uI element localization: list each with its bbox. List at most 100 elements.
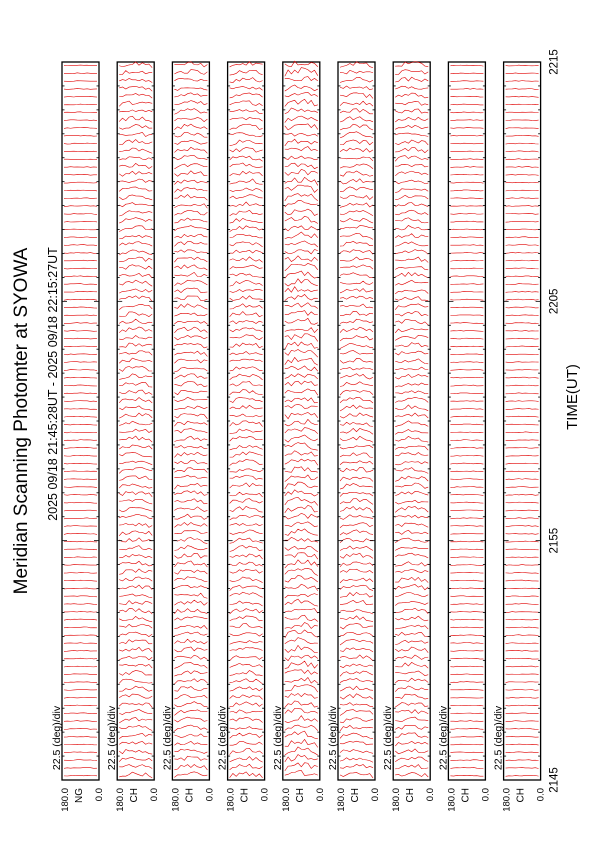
trace-line xyxy=(395,164,428,167)
trace-line xyxy=(64,120,97,121)
trace-line xyxy=(506,534,539,535)
trace-line xyxy=(340,140,373,145)
trace-line xyxy=(506,713,539,714)
trace-line xyxy=(506,471,539,472)
trace-line xyxy=(64,307,97,308)
trace-line xyxy=(285,124,318,130)
trace-line xyxy=(506,440,539,441)
trace-line xyxy=(450,612,483,613)
trace-line xyxy=(395,686,428,692)
trace-line xyxy=(230,523,263,525)
trace-line xyxy=(285,490,318,496)
trace-line xyxy=(506,588,539,589)
trace-line xyxy=(174,625,207,629)
trace-line xyxy=(506,143,539,144)
trace-line xyxy=(230,601,263,606)
trace-line xyxy=(506,96,539,97)
trace-line xyxy=(174,321,207,324)
trace-line xyxy=(174,765,207,770)
trace-line xyxy=(340,539,373,543)
trace-line xyxy=(119,226,152,232)
panel-frame xyxy=(172,62,209,780)
trace-line xyxy=(119,132,152,136)
trace-line xyxy=(340,250,373,255)
trace-line xyxy=(506,728,539,729)
trace-line xyxy=(285,770,318,775)
trace-line xyxy=(119,546,152,550)
trace-line xyxy=(174,702,207,707)
trace-line xyxy=(450,307,483,308)
trace-line xyxy=(450,377,483,378)
trace-line xyxy=(506,151,539,152)
trace-line xyxy=(340,764,373,768)
trace-line xyxy=(340,515,373,520)
trace-line xyxy=(450,604,483,605)
trace-line xyxy=(285,357,318,365)
trace-line xyxy=(340,446,373,449)
trace-line xyxy=(64,588,97,589)
trace-line xyxy=(450,245,483,246)
trace-line xyxy=(395,290,428,294)
trace-line xyxy=(119,280,152,286)
trace-line xyxy=(395,506,428,512)
trace-line xyxy=(340,639,373,645)
trace-line xyxy=(174,188,207,193)
trace-line xyxy=(119,273,152,278)
trace-line xyxy=(64,393,97,394)
trace-line xyxy=(450,635,483,636)
trace-line xyxy=(230,656,263,661)
y-tick-label-top: 180.0 xyxy=(446,788,457,812)
trace-line xyxy=(285,232,318,239)
trace-line xyxy=(395,671,428,676)
trace-line xyxy=(174,436,207,441)
trace-line xyxy=(506,330,539,331)
trace-line xyxy=(450,166,483,167)
trace-line xyxy=(340,530,373,535)
trace-line xyxy=(174,414,207,419)
trace-line xyxy=(64,611,97,612)
trace-line xyxy=(119,148,152,153)
trace-line xyxy=(450,276,483,277)
trace-line xyxy=(506,284,539,285)
trace-line xyxy=(450,65,483,66)
trace-line xyxy=(285,739,318,747)
trace-line xyxy=(285,328,318,333)
trace-line xyxy=(340,422,373,426)
trace-line xyxy=(450,658,483,659)
trace-line xyxy=(119,709,152,714)
trace-line xyxy=(64,596,97,597)
trace-line xyxy=(285,366,318,371)
trace-line xyxy=(340,241,373,246)
trace-line xyxy=(395,109,428,113)
trace-line xyxy=(395,304,428,310)
trace-line xyxy=(450,346,483,347)
trace-line xyxy=(450,541,483,542)
trace-line xyxy=(174,491,207,496)
trace-line xyxy=(506,362,539,363)
trace-line xyxy=(119,124,152,129)
trace-line xyxy=(119,296,152,302)
trace-line xyxy=(174,609,207,614)
trace-line xyxy=(340,461,373,465)
trace-line xyxy=(285,537,318,542)
trace-line xyxy=(450,705,483,706)
trace-line xyxy=(64,674,97,675)
trace-line xyxy=(174,577,207,582)
trace-line xyxy=(230,118,263,122)
trace-line xyxy=(450,721,483,722)
trace-line xyxy=(285,725,318,731)
trace-line xyxy=(64,463,97,464)
trace-line xyxy=(395,320,428,325)
trace-line xyxy=(64,104,97,105)
trace-line xyxy=(450,229,483,230)
trace-line xyxy=(230,757,263,763)
trace-line xyxy=(340,187,373,192)
trace-line xyxy=(119,358,152,363)
trace-line xyxy=(64,682,97,683)
trace-line xyxy=(395,601,428,605)
channel-label: CH xyxy=(405,788,416,802)
trace-line xyxy=(64,299,97,300)
trace-line xyxy=(285,475,318,482)
trace-line xyxy=(174,561,207,567)
trace-line xyxy=(64,151,97,152)
